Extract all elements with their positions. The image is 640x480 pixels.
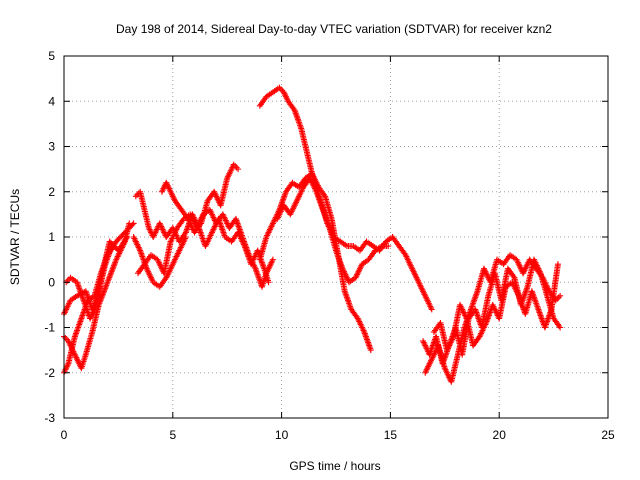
- chart-title: Day 198 of 2014, Sidereal Day-to-day VTE…: [116, 22, 552, 36]
- y-tick-label: 1: [48, 230, 55, 244]
- y-axis-tick-labels: -3 -2 -1 0 1 2 3 4 5: [44, 49, 55, 425]
- data-point: [123, 235, 130, 242]
- data-point: [385, 243, 392, 250]
- y-tick-label: 5: [48, 49, 55, 63]
- data-point: [62, 335, 69, 342]
- series-sat-e: [132, 188, 272, 286]
- data-point: [182, 234, 189, 240]
- y-tick-label: 4: [48, 94, 55, 108]
- data-point: [557, 324, 564, 331]
- y-tick-label: -1: [44, 321, 55, 335]
- series-sat-h: [158, 161, 242, 236]
- series-sat-d: [61, 243, 115, 317]
- y-tick-label: -2: [44, 366, 55, 380]
- y-tick-label: 2: [48, 185, 55, 199]
- data-point: [130, 220, 137, 227]
- x-tick-label: 25: [601, 428, 615, 442]
- data-point: [108, 243, 115, 250]
- x-tick-label: 0: [61, 428, 68, 442]
- data-point: [555, 294, 562, 301]
- x-tick-label: 20: [493, 428, 507, 442]
- data-point: [129, 221, 136, 228]
- x-tick-label: 10: [275, 428, 289, 442]
- y-axis-label: SDTVAR / TECUs: [8, 189, 22, 285]
- axis-ticks: [63, 55, 609, 419]
- y-tick-label: -3: [44, 411, 55, 425]
- data-point: [277, 86, 284, 93]
- y-tick-label: 3: [48, 140, 55, 154]
- x-axis-tick-labels: 0 5 10 15 20 25: [61, 428, 615, 442]
- x-tick-label: 15: [384, 428, 398, 442]
- data-points: [61, 84, 564, 385]
- data-point: [428, 306, 435, 313]
- data-point: [554, 261, 561, 268]
- series-sat-j: [256, 170, 374, 354]
- data-point: [233, 164, 240, 171]
- y-tick-label: 0: [48, 275, 55, 289]
- data-point: [367, 347, 374, 354]
- data-point: [235, 166, 242, 173]
- data-point: [557, 292, 564, 299]
- data-point: [265, 279, 272, 286]
- data-point: [124, 234, 131, 240]
- x-tick-label: 5: [169, 428, 176, 442]
- series-sat-n: [430, 261, 561, 354]
- data-point: [132, 193, 139, 200]
- series-sat-k: [274, 175, 392, 286]
- series-sat-m: [422, 252, 564, 385]
- data-point: [269, 256, 276, 263]
- x-axis-label: GPS time / hours: [289, 459, 380, 473]
- series-sat-g: [130, 234, 189, 290]
